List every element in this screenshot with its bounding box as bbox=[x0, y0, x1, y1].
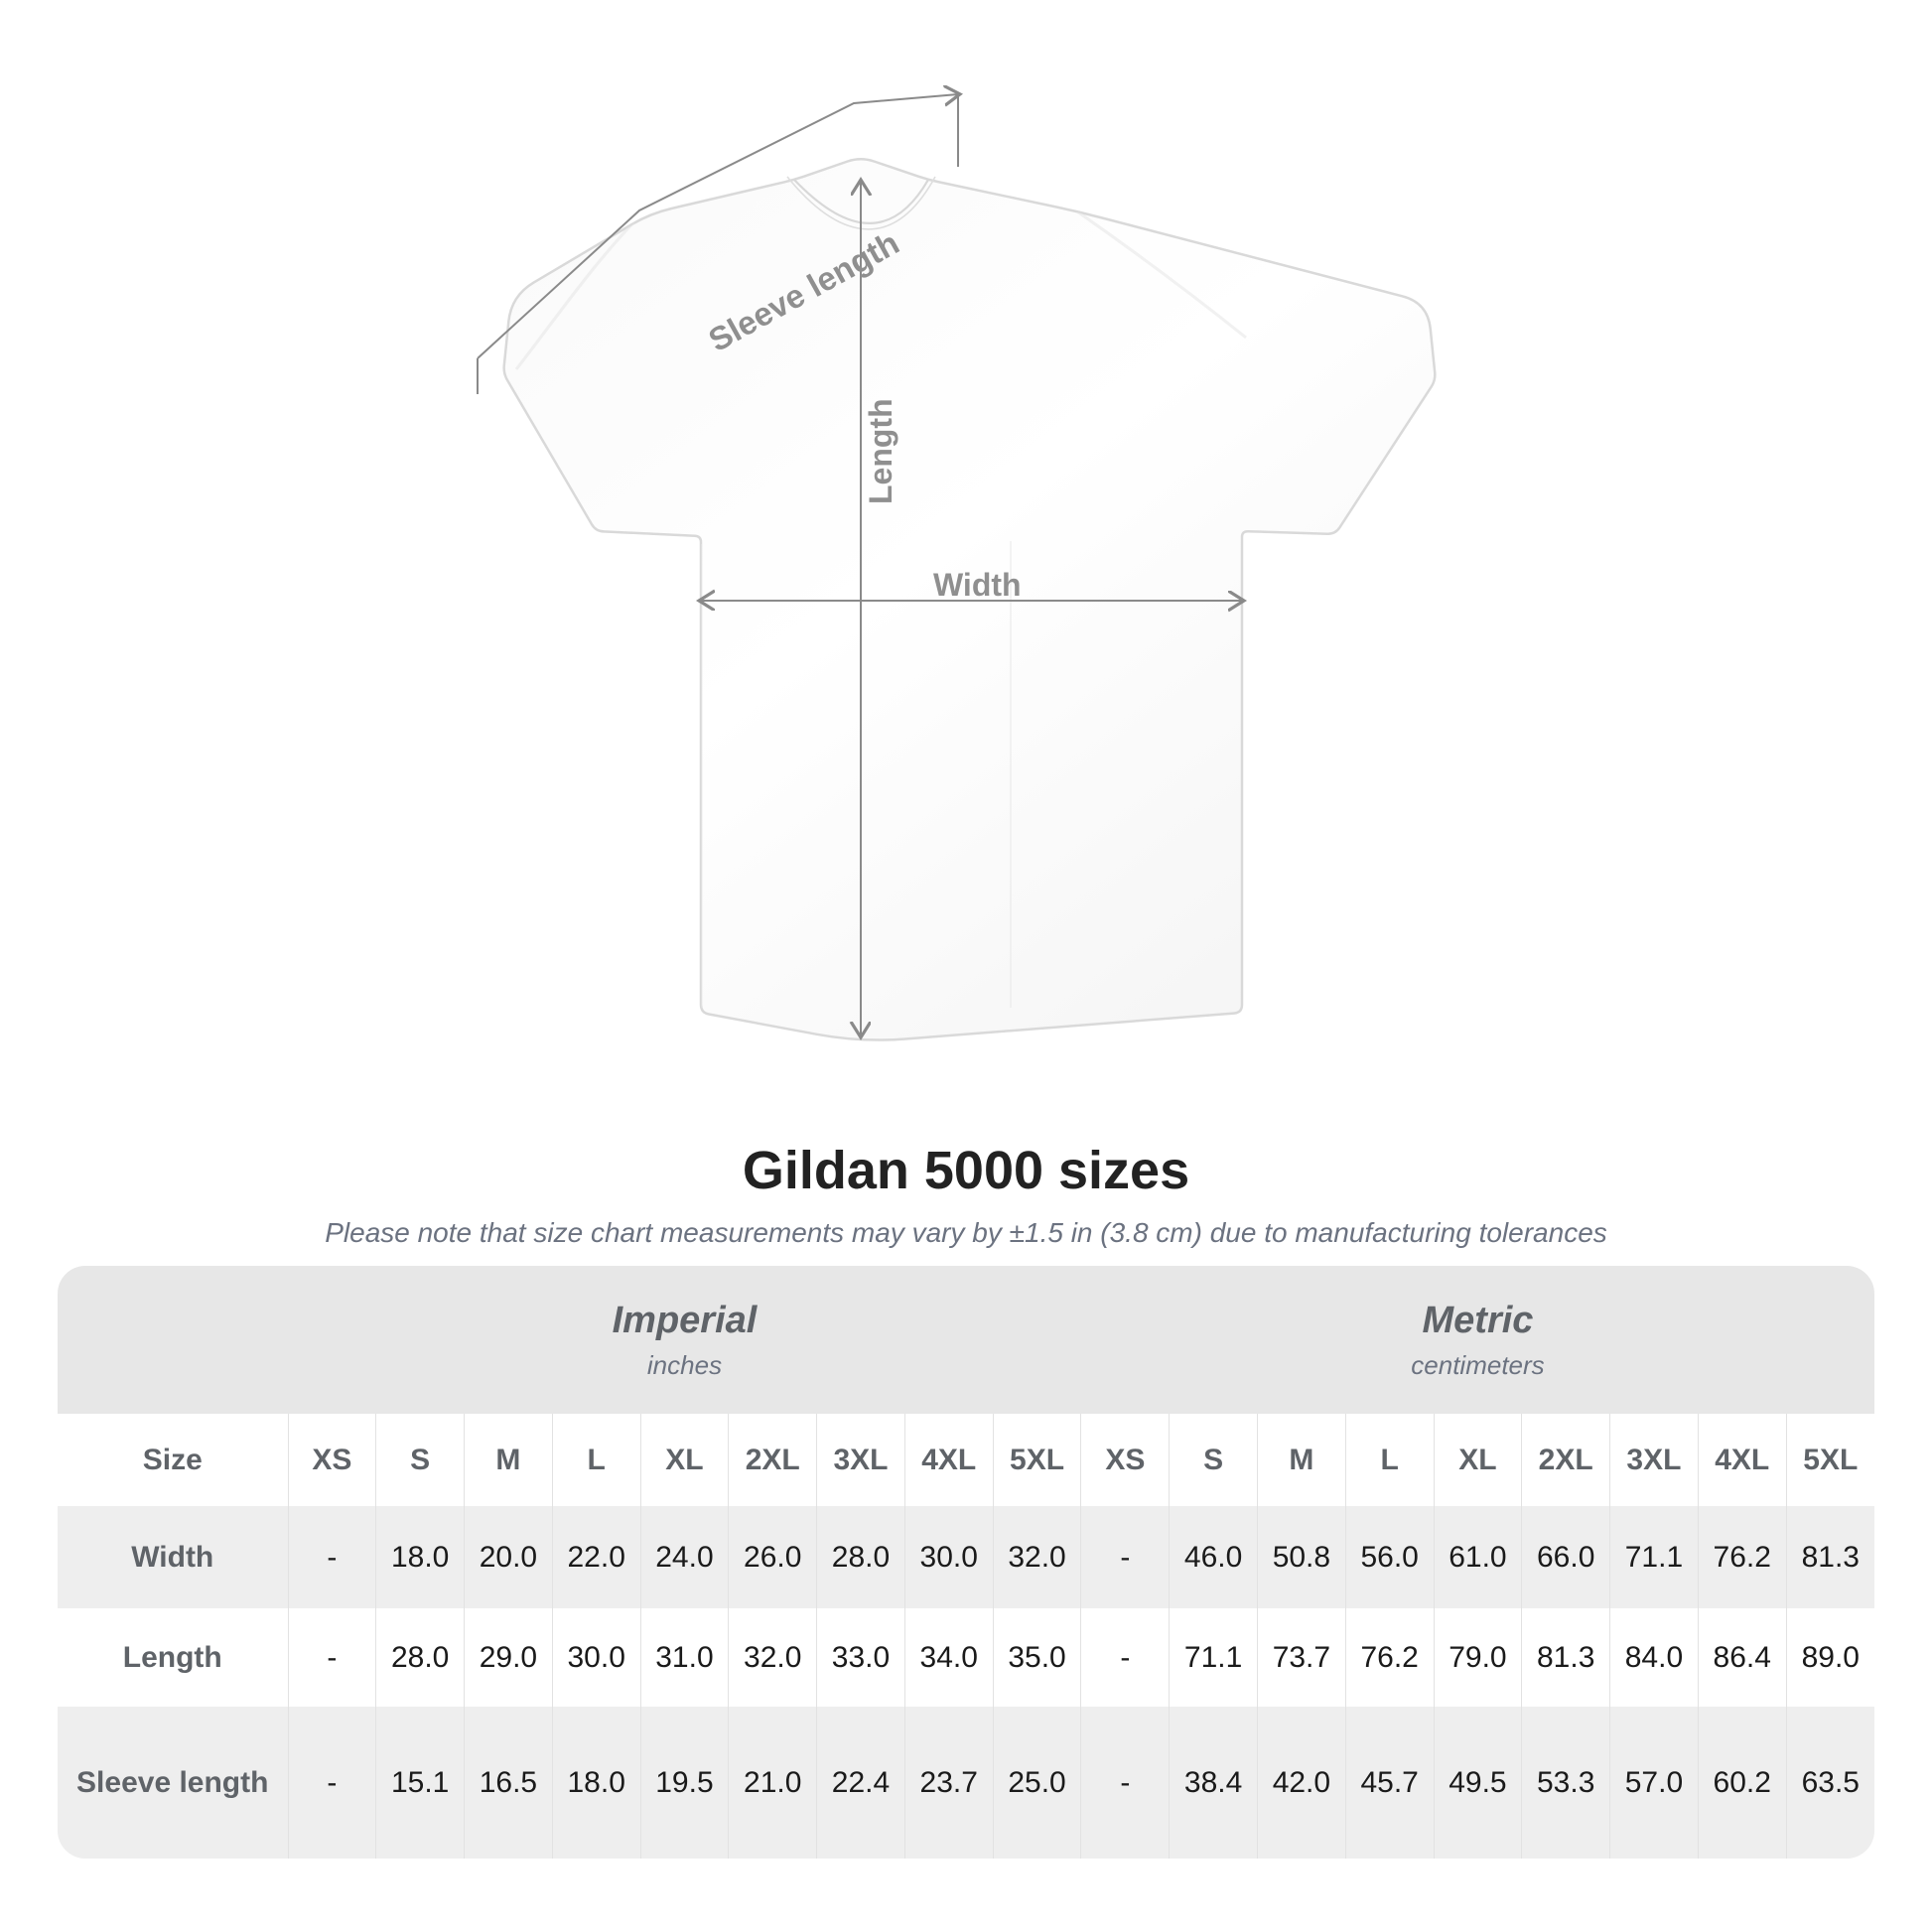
svg-text:Length: Length bbox=[863, 398, 898, 504]
svg-text:Width: Width bbox=[933, 567, 1022, 603]
